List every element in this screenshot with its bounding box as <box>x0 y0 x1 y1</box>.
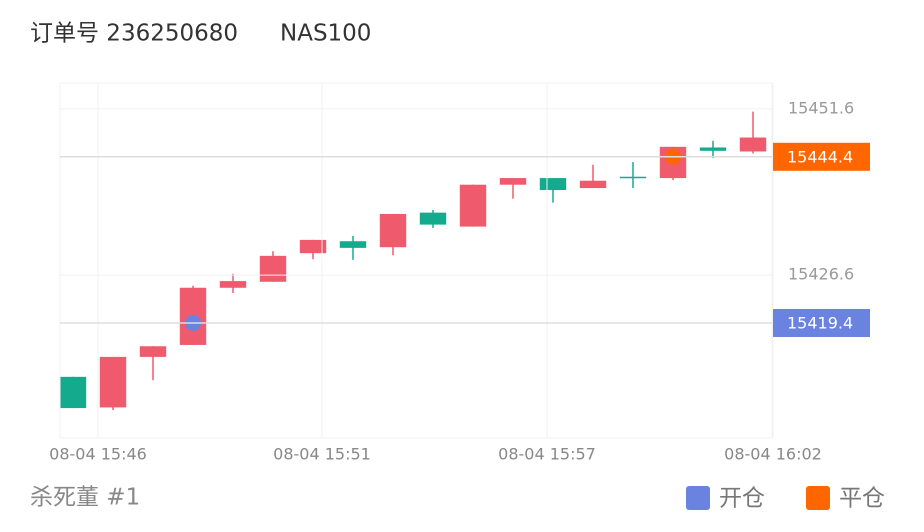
x-tick-label: 08-04 15:46 <box>49 445 147 464</box>
candle-body <box>579 180 607 189</box>
candle-body <box>259 255 287 282</box>
price-label-box <box>773 308 870 337</box>
footer: 杀死董 #1 <box>30 485 140 511</box>
chart-subtitle: NAS100 <box>280 21 371 47</box>
candle-body <box>299 239 327 254</box>
x-tick-label: 08-04 15:57 <box>498 445 596 464</box>
candle-body <box>219 281 247 288</box>
chart-title: 订单号 236250680 <box>30 21 238 47</box>
plot-frame <box>59 82 773 439</box>
legend-swatch <box>686 486 710 510</box>
y-tick-label: 15451.6 <box>788 98 854 117</box>
x-tick-label: 08-04 16:02 <box>724 445 822 464</box>
candle-body <box>699 147 727 151</box>
candle-body <box>60 376 87 409</box>
candle-body <box>459 184 487 227</box>
legend-label: 平仓 <box>839 486 885 512</box>
candle-body <box>739 137 767 152</box>
candle-body <box>539 178 567 191</box>
legend-label: 开仓 <box>719 486 765 512</box>
price-label: 15444.4 <box>787 147 853 166</box>
price-label: 15419.4 <box>787 313 853 332</box>
candle-body <box>499 178 527 185</box>
price-label-box <box>773 142 870 171</box>
candle-body <box>379 213 407 248</box>
y-tick-label: 15426.6 <box>788 265 854 284</box>
candle-body <box>619 176 647 179</box>
candle-body <box>339 241 367 248</box>
legend-swatch <box>806 486 830 510</box>
candle-body <box>419 212 447 225</box>
x-tick-label: 08-04 15:51 <box>273 445 371 464</box>
candle-body <box>99 356 127 408</box>
plot <box>60 111 767 411</box>
candle-body <box>139 346 167 357</box>
